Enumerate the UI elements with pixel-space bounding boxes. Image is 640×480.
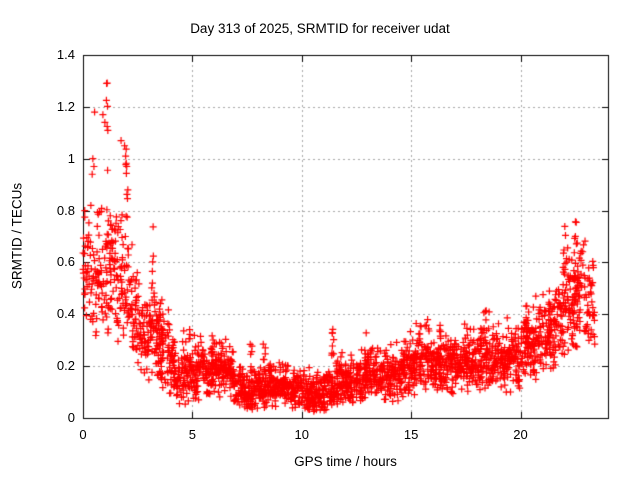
x-tick-label: 5	[188, 427, 196, 442]
x-tick-label: 10	[294, 427, 309, 442]
y-axis-title: SRMTID / TECUs	[9, 182, 25, 290]
x-axis-title: GPS time / hours	[294, 454, 397, 469]
y-tick-label: 0.6	[56, 254, 75, 270]
x-tick-label: 20	[513, 427, 528, 442]
y-tick-label: 0.2	[56, 358, 75, 374]
x-tick-label: 15	[403, 427, 419, 442]
y-tick-label: 0.8	[56, 202, 75, 218]
y-tick-label: 1.2	[56, 98, 75, 114]
y-tick-label: 0	[67, 410, 75, 425]
y-tick-label: 1	[67, 150, 75, 166]
y-tick-label: 0.4	[56, 306, 75, 322]
chart-title: Day 313 of 2025, SRMTID for receiver uda…	[190, 21, 450, 36]
y-tick-label: 1.4	[56, 47, 75, 62]
x-tick-label: 0	[79, 427, 87, 442]
